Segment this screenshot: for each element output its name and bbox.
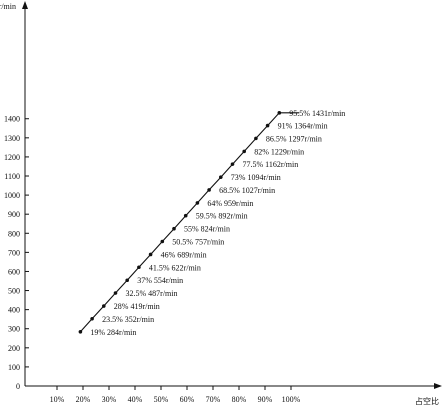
data-label: 64% 959r/min: [207, 199, 253, 208]
data-label: 37% 554r/min: [137, 276, 183, 285]
data-label: 23.5% 352r/min: [102, 315, 154, 324]
data-point: [277, 111, 282, 115]
y-tick-label: 800: [8, 229, 20, 238]
x-axis-arrow: [434, 383, 442, 389]
data-label: 68.5% 1027r/min: [219, 186, 275, 195]
data-point: [265, 123, 270, 128]
data-label: 77.5% 1162r/min: [243, 160, 299, 169]
y-tick-label: 200: [8, 344, 20, 353]
x-tick-label: 20%: [76, 395, 91, 404]
data-label: 46% 689r/min: [161, 250, 207, 259]
data-label: 41.5% 622r/min: [149, 263, 201, 272]
data-label: 50.5% 757r/min: [172, 237, 224, 246]
x-tick-label: 10%: [50, 395, 65, 404]
y-tick-label: 300: [8, 325, 20, 334]
data-point: [183, 213, 188, 218]
data-label: 32.5% 487r/min: [126, 289, 178, 298]
x-tick-label: 50%: [154, 395, 169, 404]
data-label: 28% 419r/min: [114, 302, 160, 311]
series-line: [79, 112, 300, 333]
y-tick-label: 900: [8, 210, 20, 219]
x-tick-label: 80%: [232, 395, 247, 404]
x-tick-label: 40%: [128, 395, 143, 404]
data-point: [113, 291, 118, 295]
data-point: [125, 278, 129, 283]
x-tick-label: 100%: [282, 395, 301, 404]
y-tick-label: 700: [8, 248, 20, 257]
data-point: [148, 252, 153, 257]
data-label: 59.5% 892r/min: [196, 212, 248, 221]
x-axis-ticks: 10% 20% 30% 40% 50% 60% 70% 80% 90% 100%: [50, 386, 301, 404]
y-tick-label: 1000: [4, 191, 20, 200]
y-tick-label: 400: [8, 306, 20, 315]
data-point: [219, 175, 223, 179]
data-label: 55% 824r/min: [184, 225, 230, 234]
y-tick-label: 500: [8, 287, 20, 296]
x-tick-label: 90%: [258, 395, 273, 404]
data-point: [195, 201, 200, 205]
y-tick-label: 100: [8, 363, 20, 372]
data-point: [242, 149, 246, 154]
data-point: [78, 329, 83, 334]
data-point: [254, 136, 258, 141]
y-tick-label: 1300: [4, 134, 20, 143]
data-point: [137, 265, 141, 270]
x-tick-label: 60%: [180, 395, 195, 404]
data-label: 86.5% 1297r/min: [266, 134, 322, 143]
y-tick-label: 1100: [4, 172, 20, 181]
y-axis-label: r/min: [0, 2, 16, 11]
x-tick-label: 70%: [206, 395, 221, 404]
y-tick-label: 1200: [4, 153, 20, 162]
y-tick-label: 0: [16, 382, 20, 391]
data-label: 91% 1364r/min: [278, 122, 328, 131]
data-label: 95.5% 1431r/min: [289, 109, 345, 118]
data-point: [230, 162, 235, 166]
data-point: [160, 239, 165, 244]
data-label: 73% 1094r/min: [231, 173, 281, 182]
y-tick-label: 1400: [4, 115, 20, 124]
plot-area: 19% 284r/min 23.5% 352r/min 28% 419r/min 32…: [78, 109, 345, 337]
data-label: 19% 284r/min: [90, 328, 136, 337]
data-label: 82% 1229r/min: [254, 147, 304, 156]
data-point: [172, 226, 176, 231]
x-axis-label: 占空比: [415, 396, 439, 406]
data-point: [207, 188, 211, 192]
y-axis-ticks: 0 100 200 300 400 500 600 700 800 900 1000 1100 1200…: [4, 115, 29, 391]
x-tick-label: 30%: [102, 395, 117, 404]
y-axis-arrow: [22, 1, 28, 9]
y-tick-label: 600: [8, 267, 20, 276]
data-point: [102, 304, 106, 308]
data-point: [90, 317, 94, 321]
